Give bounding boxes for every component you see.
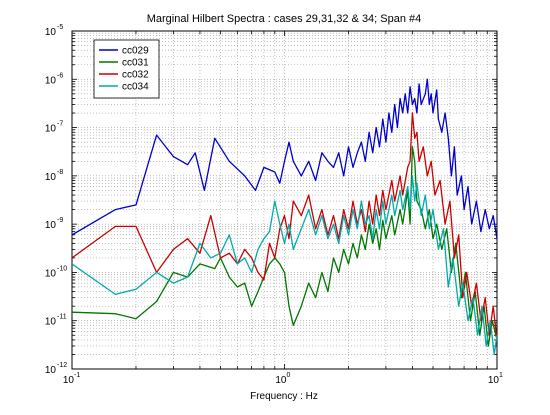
y-tick-label: 10 -6 [45,72,63,86]
x-tick-label-base: 10 [488,375,500,386]
legend-item-cc034: cc034 [99,82,149,93]
x-tick-label-exponent: -1 [74,372,80,379]
series-line-cc034 [72,175,497,356]
x-axis-label: Frequency : Hz [250,391,318,402]
legend-label: cc031 [122,58,149,69]
series-line-cc032 [72,112,497,340]
series-lines [72,78,497,356]
x-tick-label-base: 10 [63,375,75,386]
y-tick-label-exponent: -9 [57,217,63,224]
y-tick-label-exponent: -12 [57,362,67,369]
legend-item-cc032: cc032 [99,70,149,81]
x-tick-label: 10 1 [488,372,503,386]
y-tick-label-base: 10 [45,365,57,376]
legend-item-cc029: cc029 [99,46,149,57]
x-tick-labels: 10 -1 10 0 10 1 [63,372,503,386]
y-tick-label-base: 10 [45,317,57,328]
series-line-cc031 [72,146,497,347]
legend-label: cc032 [122,70,149,81]
y-tick-label-exponent: -5 [57,24,63,31]
y-tick-label-base: 10 [45,172,57,183]
y-tick-label-exponent: -10 [57,265,67,272]
y-tick-label-base: 10 [45,220,57,231]
y-tick-label-base: 10 [45,27,57,38]
y-tick-label: 10 -12 [45,362,67,376]
y-tick-label-base: 10 [45,75,57,86]
x-tick-label-exponent: 0 [287,372,291,379]
y-tick-label-base: 10 [45,268,57,279]
y-tick-label: 10 -7 [45,121,63,135]
y-tick-label: 10 -11 [45,314,67,328]
y-tick-label-exponent: -6 [57,72,63,79]
y-tick-label: 10 -10 [45,265,67,279]
series-line-cc029 [72,78,497,239]
y-tick-label: 10 -5 [45,24,63,38]
y-tick-label-base: 10 [45,124,57,135]
legend-label: cc034 [122,82,149,93]
x-tick-label: 10 0 [275,372,290,386]
y-tick-label-exponent: -8 [57,169,63,176]
legend-label: cc029 [122,46,149,57]
legend-item-cc031: cc031 [99,58,149,69]
chart-title: Marginal Hilbert Spectra : cases 29,31,3… [147,13,422,25]
y-tick-label: 10 -8 [45,169,63,183]
x-tick-label: 10 -1 [63,372,80,386]
x-tick-label-exponent: 1 [499,372,503,379]
y-tick-label-exponent: -7 [57,121,63,128]
x-tick-label-base: 10 [275,375,287,386]
y-tick-label: 10 -9 [45,217,63,231]
legend-box [93,39,160,99]
y-tick-label-exponent: -11 [57,314,67,321]
